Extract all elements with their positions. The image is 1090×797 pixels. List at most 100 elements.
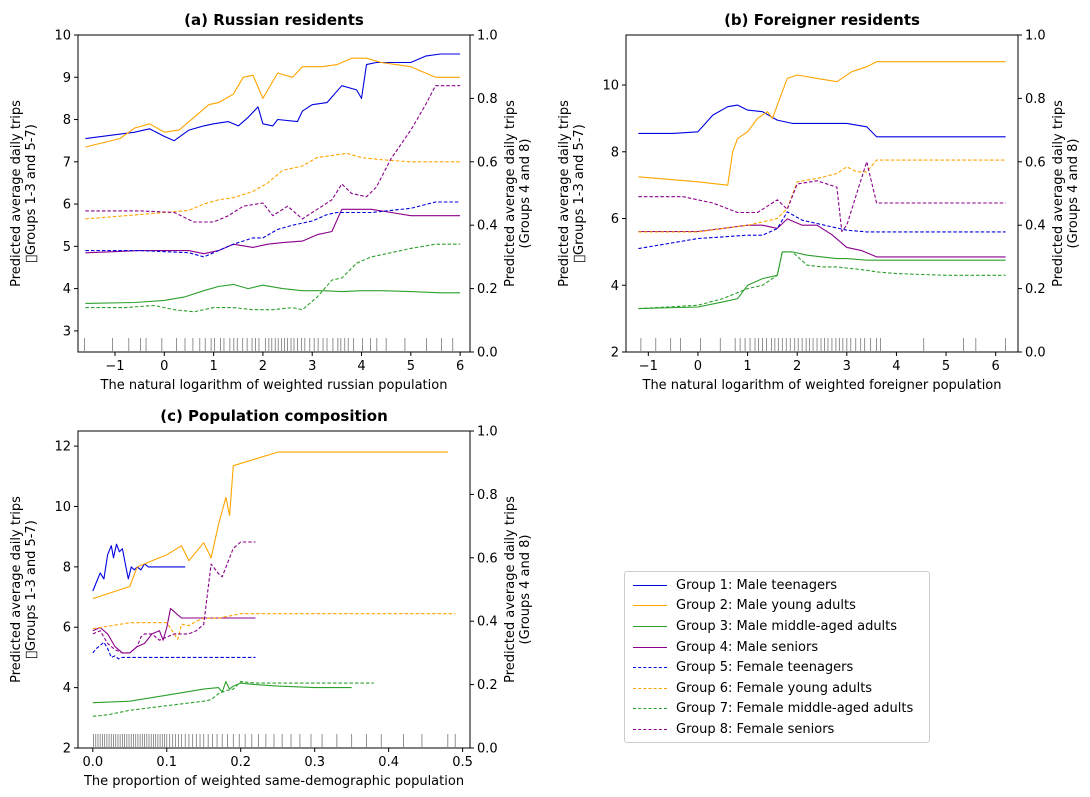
y-left-tick-label: 5 (63, 240, 71, 255)
series-line-g4 (638, 218, 1006, 258)
plot-frame (625, 34, 1019, 353)
x-tick-label: 5 (942, 359, 950, 374)
series-line-g3 (638, 251, 1006, 310)
x-axis-label: The proportion of weighted same-demograp… (83, 774, 464, 789)
y-right-tick-label: 0.4 (477, 219, 498, 234)
plot-frame (77, 430, 471, 749)
y-left-tick-label: 4 (611, 279, 619, 294)
y-right-tick-label: 0.2 (477, 282, 498, 297)
x-axis-label: The natural logarithm of weighted foreig… (642, 378, 1002, 393)
y-axis-label-left-line: Predicted average daily trips (9, 100, 24, 287)
chart-title: (b) Foreigner residents (724, 11, 920, 29)
series-line-g7 (638, 251, 1006, 310)
x-tick-label: 0.3 (304, 755, 325, 770)
y-axis-label-right-line: (Groups 4 and 8) (1066, 139, 1081, 249)
y-right-tick-label: 1.0 (477, 425, 498, 440)
y-left-tick-label: 10 (54, 500, 71, 515)
y-axis-label-right-line: Predicted average daily trips (1051, 100, 1066, 287)
series-line-g8 (85, 85, 461, 223)
y-left-tick-label: 7 (63, 155, 71, 170)
y-axis-label-right: Predicted average daily trips(Groups 4 a… (503, 496, 533, 683)
legend-swatch-group-5 (633, 667, 667, 669)
series-line-g1 (638, 104, 1006, 138)
y-right-tick-label: 0.2 (477, 678, 498, 693)
legend-item-group-3: Group 3: Male middle-aged adults (633, 616, 921, 637)
legend-swatch-group-8 (633, 728, 667, 730)
series-line-g3 (92, 681, 352, 704)
series-line-g6 (85, 152, 461, 220)
x-tick-label: 4 (892, 359, 900, 374)
x-tick-label: 2 (793, 359, 801, 374)
series-line-g3 (85, 283, 461, 304)
legend-label-group-3: Group 3: Male middle-aged adults (676, 618, 898, 634)
y-right-tick-label: 0.4 (477, 615, 498, 630)
x-tick-label: 0.5 (452, 755, 473, 770)
chart-panel-3: 0.0 0.1 0.2 0.3 0.4 0.5 2 4 6 8 10 12 0.0 0.2 0.4 0.6 0.… (9, 407, 533, 789)
series-line-g5 (638, 211, 1006, 250)
y-left-tick-label: 10 (54, 29, 71, 44)
legend-swatch-group-7 (633, 708, 667, 710)
series-line-g8 (638, 161, 1006, 233)
x-tick-label: −1 (639, 359, 658, 374)
legend: Group 1: Male teenagers Group 2: Male yo… (624, 571, 930, 743)
y-right-tick-label: 1.0 (1025, 29, 1046, 44)
chart-title: (a) Russian residents (184, 11, 364, 29)
y-left-tick-label: 12 (54, 440, 71, 455)
series-line-g1 (92, 543, 186, 592)
y-right-tick-label: 0.4 (1025, 219, 1046, 234)
y-right-tick-label: 0.0 (477, 346, 498, 361)
legend-swatch-group-4 (633, 646, 667, 648)
series-line-g5 (85, 201, 461, 258)
y-right-tick-label: 1.0 (477, 29, 498, 44)
y-axis-label-right: Predicted average daily trips(Groups 4 a… (1051, 100, 1081, 287)
series-line-g2 (85, 57, 461, 148)
legend-item-group-5: Group 5: Female teenagers (633, 657, 921, 678)
y-axis-label-left-line: Groups 1-3 and 5-7) (24, 124, 39, 263)
y-left-tick-label: 8 (63, 113, 71, 128)
legend-label-group-7: Group 7: Female middle-aged adults (676, 701, 914, 717)
y-left-tick-label: 9 (63, 71, 71, 86)
x-tick-label: 1 (209, 359, 217, 374)
y-left-tick-label: 6 (611, 212, 619, 227)
legend-label-group-8: Group 8: Female seniors (676, 721, 835, 737)
legend-item-group-7: Group 7: Female middle-aged adults (633, 699, 921, 720)
series-line-g2 (638, 61, 1006, 186)
y-axis-label-left: Predicted average daily tripsGroups 1-3… (557, 100, 587, 287)
y-left-tick-label: 6 (63, 198, 71, 213)
y-right-tick-label: 0.0 (477, 742, 498, 757)
x-tick-label: −1 (105, 359, 124, 374)
x-axis-label: The natural logarithm of weighted russia… (100, 378, 448, 393)
y-axis-label-right: Predicted average daily trips(Groups 4 a… (503, 100, 533, 287)
y-axis-label-left: Predicted average daily tripsGroups 1-3… (9, 496, 39, 683)
y-left-tick-label: 8 (63, 560, 71, 575)
x-tick-label: 6 (992, 359, 1000, 374)
x-tick-label: 0.2 (230, 755, 251, 770)
y-axis-label-right-line: (Groups 4 and 8) (518, 139, 533, 249)
legend-item-group-2: Group 2: Male young adults (633, 596, 921, 617)
y-left-tick-label: 2 (63, 742, 71, 757)
y-axis-label-left-line: Predicted average daily trips (9, 496, 24, 683)
y-axis-label-left-line: Predicted average daily trips (557, 100, 572, 287)
legend-item-group-1: Group 1: Male teenagers (633, 575, 921, 596)
series-line-g2 (92, 451, 448, 600)
legend-label-group-1: Group 1: Male teenagers (676, 577, 838, 593)
y-right-tick-label: 0.8 (477, 92, 498, 107)
y-left-tick-label: 4 (63, 681, 71, 696)
y-right-tick-label: 0.6 (477, 551, 498, 566)
series-line-g7 (92, 681, 374, 717)
legend-item-group-8: Group 8: Female seniors (633, 719, 921, 740)
y-axis-label-right-line: (Groups 4 and 8) (518, 535, 533, 645)
series-line-g4 (92, 607, 256, 654)
y-left-tick-label: 8 (611, 145, 619, 160)
x-tick-label: 3 (843, 359, 851, 374)
y-axis-label-left-line: Groups 1-3 and 5-7) (24, 520, 39, 659)
legend-label-group-4: Group 4: Male seniors (676, 639, 819, 655)
legend-swatch-group-1 (633, 584, 667, 586)
series-line-g4 (85, 208, 461, 255)
legend-item-group-6: Group 6: Female young adults (633, 678, 921, 699)
x-tick-label: 0.4 (378, 755, 399, 770)
series-line-g5 (92, 641, 256, 660)
legend-label-group-6: Group 6: Female young adults (676, 680, 873, 696)
